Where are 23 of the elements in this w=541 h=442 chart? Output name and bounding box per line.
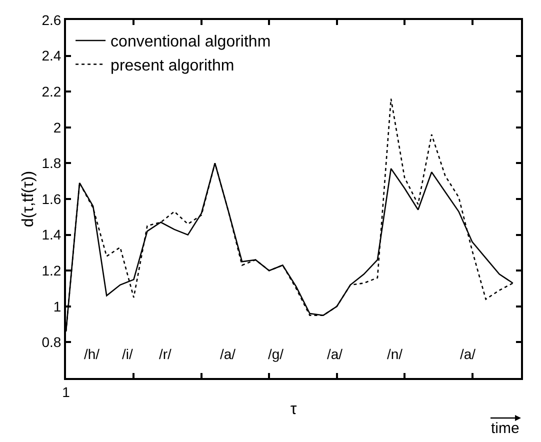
annotation: /h/	[84, 346, 100, 362]
annotation: /a/	[327, 346, 343, 362]
annotation: /i/	[122, 346, 133, 362]
y-tick-label: 1.8	[42, 155, 62, 172]
y-tick-label: 2.2	[42, 84, 62, 100]
y-tick-label: 1	[53, 298, 62, 314]
y-axis-title: d(τ,tf(τ))	[20, 170, 38, 228]
y-tick-label: 1.2	[42, 262, 62, 278]
annotation: /a/	[460, 346, 476, 362]
y-tick-label: 2	[53, 119, 62, 136]
annotation: /r/	[159, 346, 172, 362]
y-tick-label: 0.8	[42, 334, 62, 350]
legend-label: conventional algorithm	[110, 34, 271, 51]
legend-label: present algorithm	[110, 58, 234, 75]
y-tick-label: 2.6	[42, 12, 62, 28]
text: time	[491, 420, 520, 437]
y-tick-label: 1.6	[42, 190, 62, 207]
annotation: /n/	[387, 346, 403, 362]
x-axis-title: τ	[290, 401, 298, 418]
annotation: /g/	[268, 346, 284, 362]
annotation: /a/	[220, 346, 236, 362]
y-tick-label: 1.4	[42, 226, 62, 243]
y-tick-label: 2.4	[42, 48, 62, 64]
